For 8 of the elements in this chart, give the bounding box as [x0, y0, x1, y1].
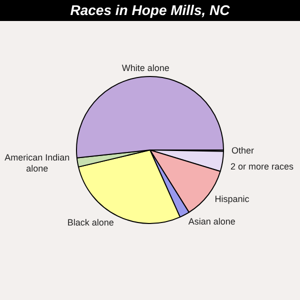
slice-label: White alone: [122, 63, 170, 74]
chart-title: Races in Hope Mills, NC: [0, 0, 300, 21]
slice-label: Other: [231, 145, 254, 156]
slice-label: Hispanic: [214, 194, 250, 204]
slice-label: American Indian alone: [4, 152, 70, 174]
slice-label: 2 or more races: [230, 161, 294, 172]
slice-label: Black alone: [67, 218, 114, 228]
slice-label: Asian alone: [188, 216, 236, 226]
